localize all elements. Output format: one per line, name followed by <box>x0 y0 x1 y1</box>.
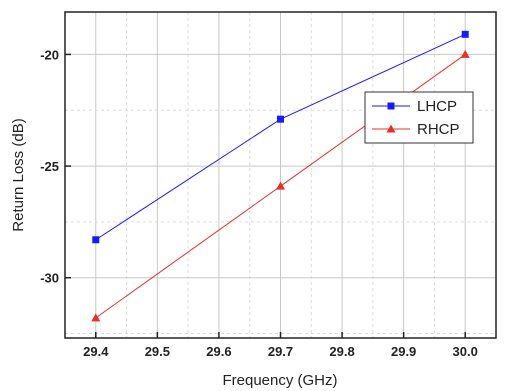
legend: LHCP RHCP <box>364 91 474 144</box>
data-point-lhcp <box>461 30 469 38</box>
x-tick-label: 29.9 <box>391 344 416 359</box>
data-point-rhcp <box>91 313 101 322</box>
data-point-rhcp <box>460 49 470 58</box>
axis-ticks: 29.4 29.5 29.6 29.7 29.8 29.9 30.0 -20 -25 -30 <box>40 47 478 359</box>
legend-label-lhcp: LHCP <box>417 98 457 115</box>
y-tick-label: -20 <box>40 47 59 62</box>
y-tick-label: -25 <box>40 159 59 174</box>
legend-marker-lhcp <box>387 102 395 110</box>
x-tick-label: 29.4 <box>83 344 109 359</box>
x-axis-title: Frequency (GHz) <box>222 372 337 389</box>
data-point-lhcp <box>277 115 284 123</box>
x-tick-label: 30.0 <box>453 344 478 359</box>
legend-marker-rhcp <box>386 124 396 133</box>
legend-box <box>364 91 474 144</box>
y-tick-label: -30 <box>40 271 59 286</box>
y-axis-title: Return Loss (dB) <box>10 118 27 231</box>
grid <box>65 12 496 338</box>
x-tick-label: 29.7 <box>268 344 293 359</box>
x-tick-label: 29.8 <box>329 344 354 359</box>
x-tick-label: 29.6 <box>206 344 231 359</box>
data-point-rhcp <box>276 181 285 190</box>
data-point-lhcp <box>92 236 100 244</box>
x-tick-label: 29.5 <box>145 344 170 359</box>
legend-label-rhcp: RHCP <box>417 121 460 138</box>
